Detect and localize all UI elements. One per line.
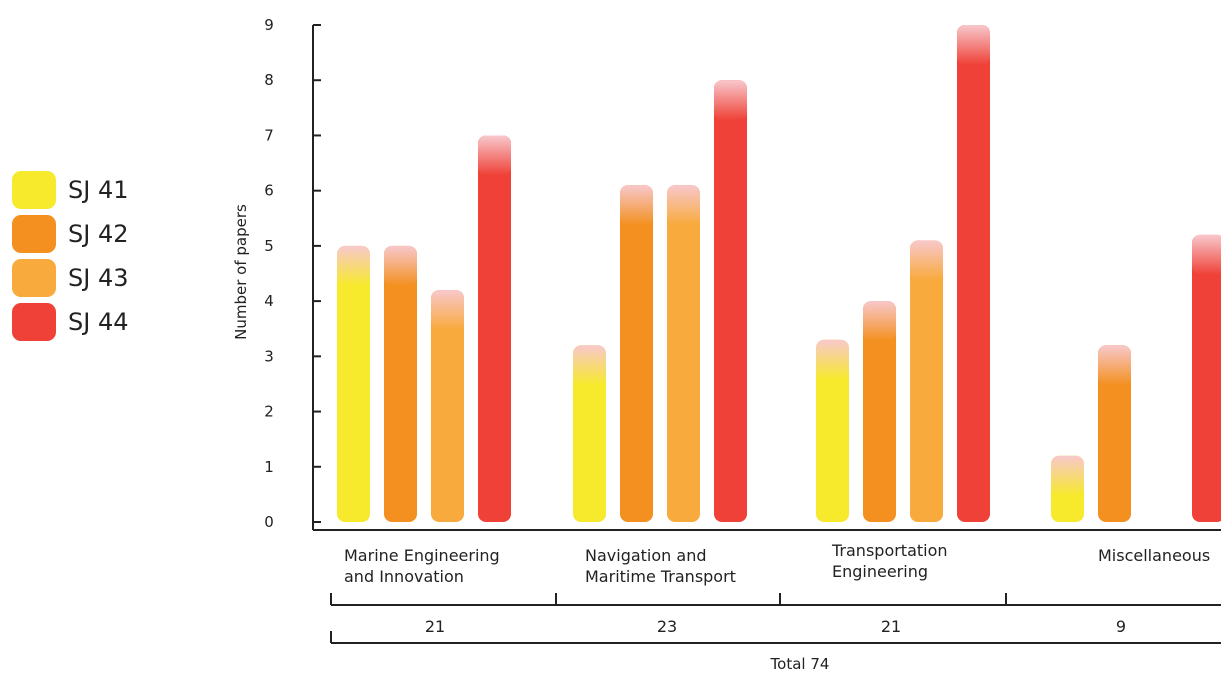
bar-cap xyxy=(431,290,464,331)
bar-body xyxy=(1098,345,1131,522)
bar-body xyxy=(1192,234,1221,522)
bar xyxy=(714,80,747,522)
category-total: 23 xyxy=(656,617,678,636)
bar xyxy=(957,25,990,522)
bar xyxy=(1192,234,1221,522)
legend-item-sj44: SJ 44 xyxy=(12,300,128,344)
legend-swatch xyxy=(12,303,56,341)
bar-cap xyxy=(957,25,990,65)
y-tick-label: 1 xyxy=(264,458,274,476)
bar xyxy=(1098,345,1131,522)
category-brackets xyxy=(330,593,1221,644)
bar-body xyxy=(957,25,990,522)
bar xyxy=(573,345,606,522)
bar-body xyxy=(478,135,511,522)
bar-cap xyxy=(384,245,417,286)
bar-cap xyxy=(714,80,747,121)
bar-body xyxy=(667,185,700,522)
legend-swatch xyxy=(12,171,56,209)
y-axis: 0 1 2 3 4 5 6 7 8 9 xyxy=(264,16,1221,531)
category-total: 21 xyxy=(880,617,902,636)
legend-label: SJ 43 xyxy=(68,264,129,292)
bar-body xyxy=(816,339,849,522)
bar xyxy=(478,135,511,522)
legend-swatch xyxy=(12,215,56,253)
y-tick-label: 3 xyxy=(264,347,274,365)
bar xyxy=(431,290,464,522)
bar-cap xyxy=(478,135,511,176)
legend-label: SJ 42 xyxy=(68,220,129,248)
y-tick-label: 0 xyxy=(264,513,274,531)
bar xyxy=(910,240,943,522)
bar-cap xyxy=(863,301,896,342)
bar-body xyxy=(714,80,747,522)
bar-body xyxy=(431,290,464,522)
category-label: Miscellaneous xyxy=(1098,546,1211,565)
bar xyxy=(337,245,370,522)
bar-body xyxy=(910,240,943,522)
y-axis-title: Number of papers xyxy=(232,204,250,340)
bar-body xyxy=(620,185,653,522)
bar-cap xyxy=(1098,345,1131,386)
bars-group xyxy=(337,25,1221,522)
category-label: Transportation Engineering xyxy=(832,541,948,581)
bar-cap xyxy=(816,339,849,380)
bar-cap xyxy=(667,185,700,226)
y-tick-label: 4 xyxy=(264,292,274,310)
bar xyxy=(816,339,849,522)
legend-item-sj41: SJ 41 xyxy=(12,168,128,212)
legend-label: SJ 41 xyxy=(68,176,129,204)
bar-body xyxy=(863,301,896,522)
category-label: Marine Engineering and Innovation xyxy=(344,546,500,586)
bar-body xyxy=(573,345,606,522)
y-tick-label: 6 xyxy=(264,182,274,200)
y-tick-label: 5 xyxy=(264,237,274,255)
y-tick-label: 2 xyxy=(264,403,274,421)
y-tick-label: 9 xyxy=(264,16,274,34)
bar xyxy=(620,185,653,522)
bar-cap xyxy=(573,345,606,386)
grand-total: Total 74 xyxy=(770,655,830,673)
bar xyxy=(384,245,417,522)
legend-item-sj43: SJ 43 xyxy=(12,256,128,300)
bar xyxy=(863,301,896,522)
y-tick-label: 8 xyxy=(264,71,274,89)
y-tick-label: 7 xyxy=(264,126,274,144)
bar-body xyxy=(337,245,370,522)
legend-swatch xyxy=(12,259,56,297)
legend: SJ 41 SJ 42 SJ 43 SJ 44 xyxy=(12,168,128,344)
legend-item-sj42: SJ 42 xyxy=(12,212,128,256)
bar-cap xyxy=(1192,234,1221,275)
bar-cap xyxy=(337,245,370,286)
bar xyxy=(1051,455,1084,522)
category-total: 9 xyxy=(1115,617,1127,636)
legend-label: SJ 44 xyxy=(68,308,129,336)
category-label: Navigation and Maritime Transport xyxy=(585,546,736,586)
bar-body xyxy=(384,245,417,522)
bar-cap xyxy=(620,185,653,226)
bar-cap xyxy=(1051,455,1084,496)
category-total: 21 xyxy=(424,617,446,636)
bar xyxy=(667,185,700,522)
bar-cap xyxy=(910,240,943,281)
